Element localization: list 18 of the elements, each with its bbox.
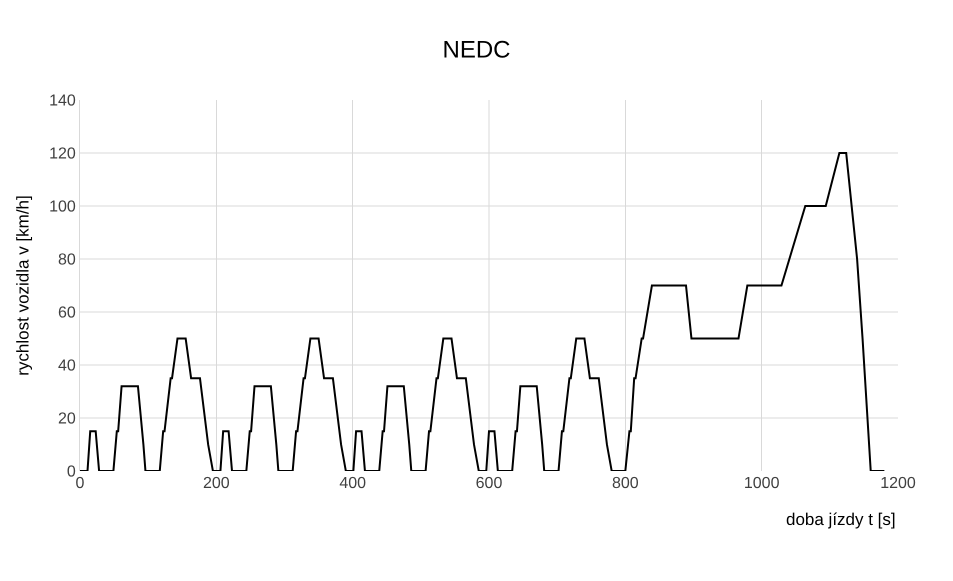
- line-series: [80, 152, 886, 471]
- y-tick-label: 0: [66, 464, 76, 481]
- x-tick-label: 600: [476, 475, 502, 492]
- x-tick-label: 1200: [880, 475, 916, 492]
- y-tick-label: 140: [49, 92, 76, 110]
- y-tick-label: 20: [58, 410, 76, 428]
- chart-title: NEDC: [442, 36, 511, 64]
- x-tick-label: 400: [339, 475, 366, 492]
- y-tick-label: 60: [58, 304, 76, 322]
- y-tick-label: 120: [49, 146, 76, 163]
- y-tick-label: 100: [49, 198, 76, 216]
- y-axis-title: rychlost vozidla v [km/h]: [14, 195, 33, 376]
- x-tick-label: 800: [612, 475, 639, 492]
- y-tick-label: 40: [58, 358, 76, 375]
- x-tick-label: 200: [202, 475, 230, 492]
- x-tick-label: 1000: [744, 475, 780, 492]
- x-axis-title: doba jízdy t [s]: [786, 510, 896, 529]
- y-tick-label: 80: [58, 252, 76, 269]
